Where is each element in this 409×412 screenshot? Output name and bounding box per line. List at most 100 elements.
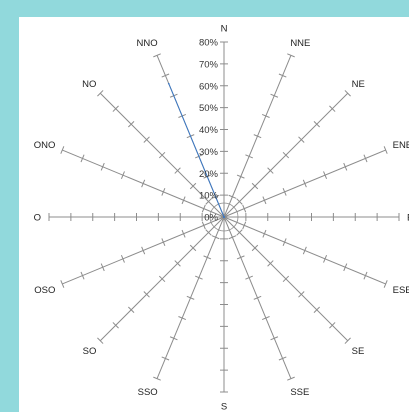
data-point-nne xyxy=(223,216,225,218)
axis-tick-no-1 xyxy=(205,198,212,205)
axis-tick-ono-4 xyxy=(141,179,146,188)
axis-tick-se-3 xyxy=(267,260,274,267)
axis-tick-so-3 xyxy=(174,260,181,267)
axis-tick-so-5 xyxy=(143,291,150,298)
axis-tick-ne-7 xyxy=(329,105,336,112)
axis-tick-se-1 xyxy=(236,229,243,236)
axis-tick-ene-5 xyxy=(323,171,328,180)
category-label-so: SO xyxy=(83,346,97,357)
axis-tick-ese-8 xyxy=(383,280,388,288)
axis-tick-no-3 xyxy=(174,167,181,174)
category-label-o: O xyxy=(34,213,41,224)
axis-tick-nne-2 xyxy=(236,174,245,179)
axis-tick-ne-3 xyxy=(267,167,274,174)
category-label-no: NO xyxy=(82,79,96,90)
series-layer xyxy=(167,82,225,218)
axis-tick-ono-3 xyxy=(161,187,166,196)
category-label-e: E xyxy=(407,213,409,224)
axis-tick-nne-1 xyxy=(228,194,237,199)
axis-tick-nne-3 xyxy=(245,154,254,159)
category-label-ne: NE xyxy=(352,79,365,90)
axis-tick-sse-2 xyxy=(236,255,245,260)
axis-tick-ese-1 xyxy=(242,221,247,230)
axis-tick-sso-2 xyxy=(203,255,212,260)
axis-tick-sso-8 xyxy=(153,376,161,381)
axis-tick-so-7 xyxy=(112,322,119,329)
axes-layer xyxy=(48,41,400,393)
axis-tick-ono-1 xyxy=(201,204,206,213)
axis-tick-oso-8 xyxy=(60,280,65,288)
axis-tick-sso-3 xyxy=(194,275,203,280)
axis-tick-ne-6 xyxy=(313,121,320,128)
axis-tick-ne-8 xyxy=(344,90,351,97)
axis-tick-ese-7 xyxy=(363,271,368,280)
chart-panel: 0% 10% 20% 30% 40% 50% 60% 70% 80% N NNO NO ONO O OSO S… xyxy=(19,17,409,412)
axis-tick-sse-8 xyxy=(287,376,295,381)
axis-tick-so-6 xyxy=(128,306,135,313)
axis-tick-ene-7 xyxy=(363,154,368,163)
category-label-ene: ENE xyxy=(393,140,409,151)
category-label-s: S xyxy=(221,402,227,412)
axis-tick-ne-5 xyxy=(298,136,305,143)
axis-tick-oso-1 xyxy=(201,221,206,230)
axis-tick-ono-8 xyxy=(60,146,65,154)
axis-tick-nne-8 xyxy=(287,53,295,58)
axis-tick-se-4 xyxy=(282,275,290,283)
category-label-nno: NNO xyxy=(137,38,158,49)
axis-tick-no-4 xyxy=(158,151,166,159)
axis-tick-nne-6 xyxy=(270,93,279,98)
axis-tick-sso-5 xyxy=(178,316,187,321)
axis-tick-ne-2 xyxy=(251,182,259,190)
axis-tick-sse-7 xyxy=(278,356,287,361)
axis-tick-so-1 xyxy=(205,229,212,236)
axis-tick-se-2 xyxy=(251,244,259,252)
axis-tick-nne-4 xyxy=(253,134,262,139)
axis-tick-ono-6 xyxy=(100,162,105,171)
data-point-nno xyxy=(167,82,170,85)
axis-tick-ene-6 xyxy=(343,162,348,171)
axis-tick-ese-3 xyxy=(282,238,287,247)
axis-tick-ono-7 xyxy=(80,154,85,163)
axis-tick-nne-7 xyxy=(278,73,287,78)
axis-tick-se-8 xyxy=(344,337,351,344)
axis-tick-nne-5 xyxy=(261,113,270,118)
axis-tick-se-5 xyxy=(298,291,305,298)
axis-tick-sse-1 xyxy=(228,235,237,240)
axis-tick-so-2 xyxy=(189,244,197,252)
axis-tick-ese-5 xyxy=(323,254,328,263)
axis-tick-ese-2 xyxy=(262,229,267,238)
axis-tick-no-7 xyxy=(112,105,119,112)
axis-tick-se-7 xyxy=(329,322,336,329)
radial-tick-label: 10% xyxy=(199,191,219,202)
axis-tick-ono-5 xyxy=(120,171,125,180)
axis-tick-oso-2 xyxy=(181,229,186,238)
axis-tick-sso-6 xyxy=(169,336,178,341)
axis-tick-ese-4 xyxy=(302,246,307,255)
axis-tick-ne-4 xyxy=(282,151,290,159)
category-label-oso: OSO xyxy=(34,285,55,296)
axis-tick-oso-6 xyxy=(100,263,105,272)
axis-tick-sse-5 xyxy=(261,316,270,321)
axis-tick-so-8 xyxy=(97,337,104,344)
radial-tick-label: 80% xyxy=(199,38,219,49)
radial-tick-label: 60% xyxy=(199,81,219,92)
axis-tick-ene-8 xyxy=(383,146,388,154)
radial-tick-label: 0% xyxy=(204,213,218,224)
category-label-nne: NNE xyxy=(290,38,310,49)
axis-tick-ene-3 xyxy=(282,187,287,196)
axis-tick-no-8 xyxy=(97,90,104,97)
axis-tick-oso-3 xyxy=(161,238,166,247)
axis-tick-ne-1 xyxy=(236,198,243,205)
labels-layer: 0% 10% 20% 30% 40% 50% 60% 70% 80%N NNO NO ONO O OSO S… xyxy=(34,24,409,412)
axis-tick-nno-8 xyxy=(153,53,161,58)
category-label-sse: SSE xyxy=(290,387,309,398)
axis-tick-ene-2 xyxy=(262,196,267,205)
category-label-sso: SSO xyxy=(138,387,158,398)
axis-tick-oso-4 xyxy=(141,246,146,255)
axis-tick-oso-7 xyxy=(80,271,85,280)
axis-tick-sse-6 xyxy=(270,336,279,341)
radial-tick-label: 20% xyxy=(199,169,219,180)
axis-tick-sso-1 xyxy=(211,235,220,240)
radial-tick-label: 40% xyxy=(199,125,219,136)
axis-tick-sse-4 xyxy=(253,295,262,300)
